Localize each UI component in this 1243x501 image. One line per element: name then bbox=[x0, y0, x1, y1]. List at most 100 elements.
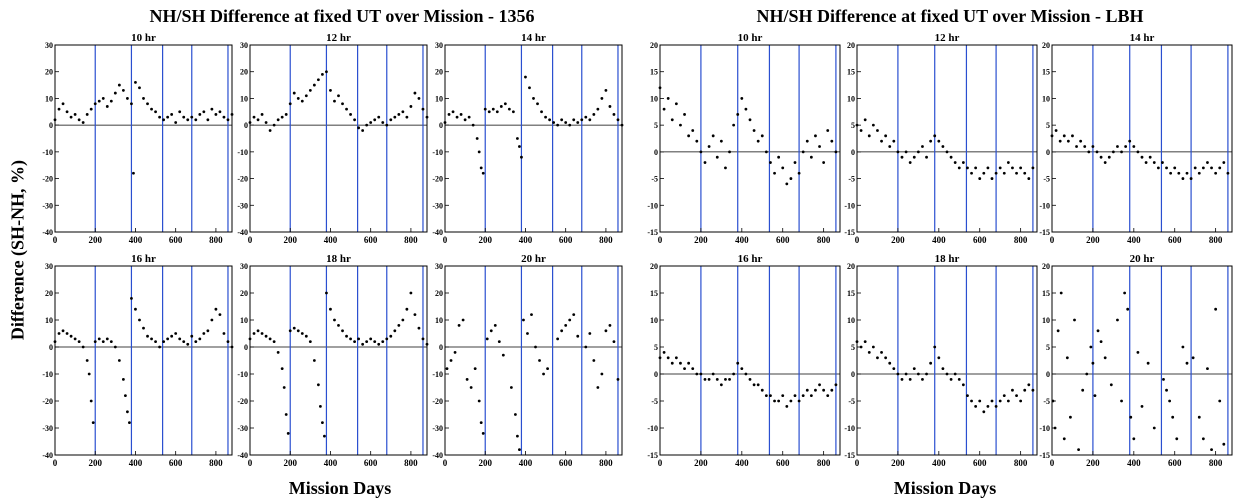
y-tick-label: 20 bbox=[240, 68, 248, 77]
data-point bbox=[888, 145, 892, 148]
data-point bbox=[809, 394, 813, 397]
data-point bbox=[536, 102, 539, 106]
y-tick-label: 20 bbox=[240, 289, 248, 298]
data-point bbox=[612, 340, 616, 343]
y-tick-label: 10 bbox=[240, 316, 248, 325]
data-point bbox=[194, 118, 198, 122]
data-point bbox=[485, 337, 489, 341]
data-point bbox=[202, 332, 206, 335]
data-point bbox=[1201, 437, 1205, 441]
data-point bbox=[908, 378, 912, 381]
data-point bbox=[990, 399, 994, 403]
y-tick-label: 0 bbox=[439, 343, 443, 352]
data-point bbox=[687, 134, 691, 138]
data-point bbox=[994, 171, 998, 175]
data-point bbox=[1054, 129, 1058, 132]
data-point bbox=[321, 72, 324, 76]
data-point bbox=[469, 386, 473, 389]
y-tick-label: 0 bbox=[49, 121, 53, 130]
data-point bbox=[703, 378, 707, 381]
data-point bbox=[353, 340, 356, 343]
data-point bbox=[91, 421, 95, 424]
data-point bbox=[1031, 388, 1035, 392]
data-point bbox=[361, 342, 365, 346]
data-point bbox=[1210, 448, 1213, 451]
y-tick-label: 5 bbox=[851, 343, 855, 352]
data-point bbox=[495, 110, 499, 114]
data-point bbox=[1058, 139, 1062, 143]
x-tick-label: 800 bbox=[1209, 458, 1223, 468]
data-point bbox=[736, 113, 740, 116]
data-point bbox=[777, 155, 781, 159]
x-tick-label: 600 bbox=[169, 458, 183, 468]
data-point bbox=[312, 359, 316, 362]
x-tick-label: 0 bbox=[443, 458, 448, 468]
data-point bbox=[413, 313, 417, 316]
data-point bbox=[608, 324, 612, 327]
x-tick-label: 600 bbox=[364, 235, 378, 245]
x-tick-label: 800 bbox=[209, 235, 223, 245]
x-tick-label: 200 bbox=[694, 235, 708, 245]
y-tick-label: -40 bbox=[237, 451, 248, 460]
x-tick-label: 800 bbox=[599, 458, 613, 468]
data-point bbox=[752, 129, 756, 132]
data-point bbox=[1152, 161, 1156, 164]
data-point bbox=[888, 361, 892, 365]
data-point bbox=[385, 337, 389, 341]
data-point bbox=[1019, 166, 1023, 170]
data-point bbox=[616, 118, 620, 122]
y-tick-label: 10 bbox=[240, 94, 248, 103]
data-point bbox=[1107, 155, 1111, 159]
data-point bbox=[1124, 145, 1128, 148]
data-point bbox=[89, 107, 93, 111]
x-tick-label: 600 bbox=[169, 235, 183, 245]
data-point bbox=[534, 345, 537, 349]
y-axis-label-container: Difference (SH-NH, %) bbox=[0, 110, 36, 390]
data-point bbox=[361, 129, 365, 132]
data-point bbox=[202, 110, 206, 114]
x-tick-label: 600 bbox=[776, 458, 790, 468]
x-tick-label: 800 bbox=[404, 458, 418, 468]
y-tick-label: -20 bbox=[42, 175, 53, 184]
data-point bbox=[150, 107, 153, 111]
data-point bbox=[572, 313, 576, 316]
data-point bbox=[457, 324, 461, 327]
data-point bbox=[604, 89, 608, 92]
data-point bbox=[345, 107, 348, 111]
data-point bbox=[1123, 291, 1127, 295]
data-point bbox=[982, 171, 986, 175]
data-point bbox=[121, 378, 125, 381]
data-point bbox=[389, 118, 393, 122]
data-point bbox=[260, 332, 264, 335]
x-tick-label: 400 bbox=[519, 458, 533, 468]
data-point bbox=[501, 353, 505, 357]
data-point bbox=[1099, 155, 1103, 159]
scatter-panel-lbh-18-hr: 18 hr 0 200 400 600 800 -15 -10 -5 0 5 10 15 20 bbox=[844, 253, 1038, 468]
data-point bbox=[65, 110, 69, 114]
y-tick-label: -5 bbox=[651, 175, 658, 184]
data-point bbox=[1144, 161, 1148, 164]
data-point bbox=[282, 386, 286, 389]
data-point bbox=[822, 388, 826, 392]
data-point bbox=[1214, 307, 1218, 311]
data-point bbox=[174, 121, 178, 124]
data-point bbox=[863, 340, 867, 343]
panel-frame bbox=[54, 44, 233, 233]
data-point bbox=[760, 134, 764, 138]
y-tick-label: 10 bbox=[847, 94, 855, 103]
data-point bbox=[1146, 361, 1150, 365]
x-tick-label: 0 bbox=[1050, 235, 1055, 245]
data-point bbox=[81, 121, 85, 124]
data-point bbox=[1023, 171, 1027, 175]
data-point bbox=[373, 340, 377, 343]
panel-frame bbox=[856, 44, 1038, 233]
data-point bbox=[65, 332, 69, 335]
data-point bbox=[518, 448, 521, 451]
data-point bbox=[288, 102, 292, 106]
data-point bbox=[921, 145, 924, 148]
x-tick-label: 0 bbox=[1050, 458, 1055, 468]
data-point bbox=[1095, 150, 1099, 154]
data-point bbox=[186, 118, 190, 122]
data-point bbox=[280, 367, 284, 370]
y-tick-label: 5 bbox=[1046, 343, 1050, 352]
